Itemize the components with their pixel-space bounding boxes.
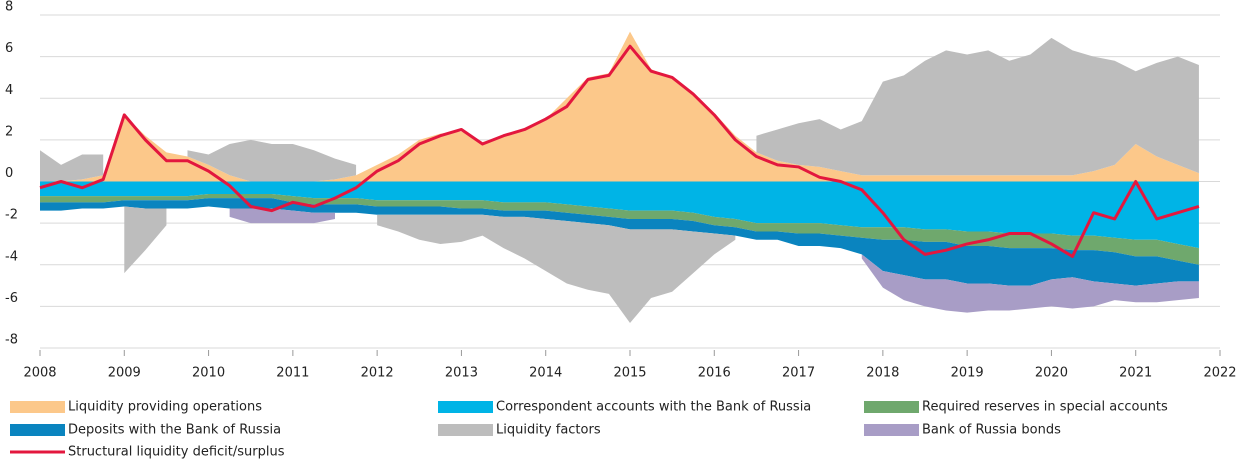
area xyxy=(40,31,1199,313)
x-tick-label: 2008 xyxy=(23,366,56,381)
x-tick-label: 2014 xyxy=(529,366,562,381)
x-tick-label: 2022 xyxy=(1203,366,1236,381)
x-tick-label: 2019 xyxy=(951,366,984,381)
y-tick-label: 6 xyxy=(5,41,13,56)
x-tick-label: 2020 xyxy=(1035,366,1068,381)
legend-label: Liquidity factors xyxy=(496,423,601,438)
x-tick-label: 2015 xyxy=(613,366,646,381)
x-tick-label: 2021 xyxy=(1119,366,1152,381)
x-tick-label: 2009 xyxy=(108,366,141,381)
line xyxy=(39,44,1200,258)
y-tick-label: -2 xyxy=(5,208,18,223)
x-tick-label: 2013 xyxy=(445,366,478,381)
legend-swatch xyxy=(864,424,919,436)
areas xyxy=(40,31,1199,324)
x-tick-label: 2012 xyxy=(361,366,394,381)
legend-swatch xyxy=(10,424,65,436)
legend-swatch xyxy=(438,401,493,413)
legend-label: Correspondent accounts with the Bank of … xyxy=(496,400,811,415)
x-tick-label: 2017 xyxy=(782,366,815,381)
legend-label: Structural liquidity deficit/surplus xyxy=(68,445,285,460)
x-tick-label: 2018 xyxy=(866,366,899,381)
y-tick-label: 2 xyxy=(5,124,13,139)
y-tick-label: 4 xyxy=(5,83,13,98)
y-tick-label: -6 xyxy=(5,291,18,306)
y-tick-label: 0 xyxy=(5,166,13,181)
legend-label: Deposits with the Bank of Russia xyxy=(68,423,281,438)
legend-label: Bank of Russia bonds xyxy=(922,423,1061,438)
area xyxy=(40,31,1199,182)
y-tick-label: -8 xyxy=(5,333,18,348)
x-tick-label: 2011 xyxy=(276,366,309,381)
legend-swatch xyxy=(864,401,919,413)
x-tick-label: 2010 xyxy=(192,366,225,381)
y-tick-label: 8 xyxy=(5,0,13,15)
y-tick-label: -4 xyxy=(5,249,18,264)
legend-swatch xyxy=(10,401,65,413)
legend-swatch xyxy=(438,424,493,436)
area xyxy=(40,37,1199,324)
legend-label: Required reserves in special accounts xyxy=(922,400,1168,415)
x-tick-label: 2016 xyxy=(698,366,731,381)
lines xyxy=(39,44,1200,258)
area xyxy=(40,198,1199,286)
legend-label: Liquidity providing operations xyxy=(68,400,262,415)
